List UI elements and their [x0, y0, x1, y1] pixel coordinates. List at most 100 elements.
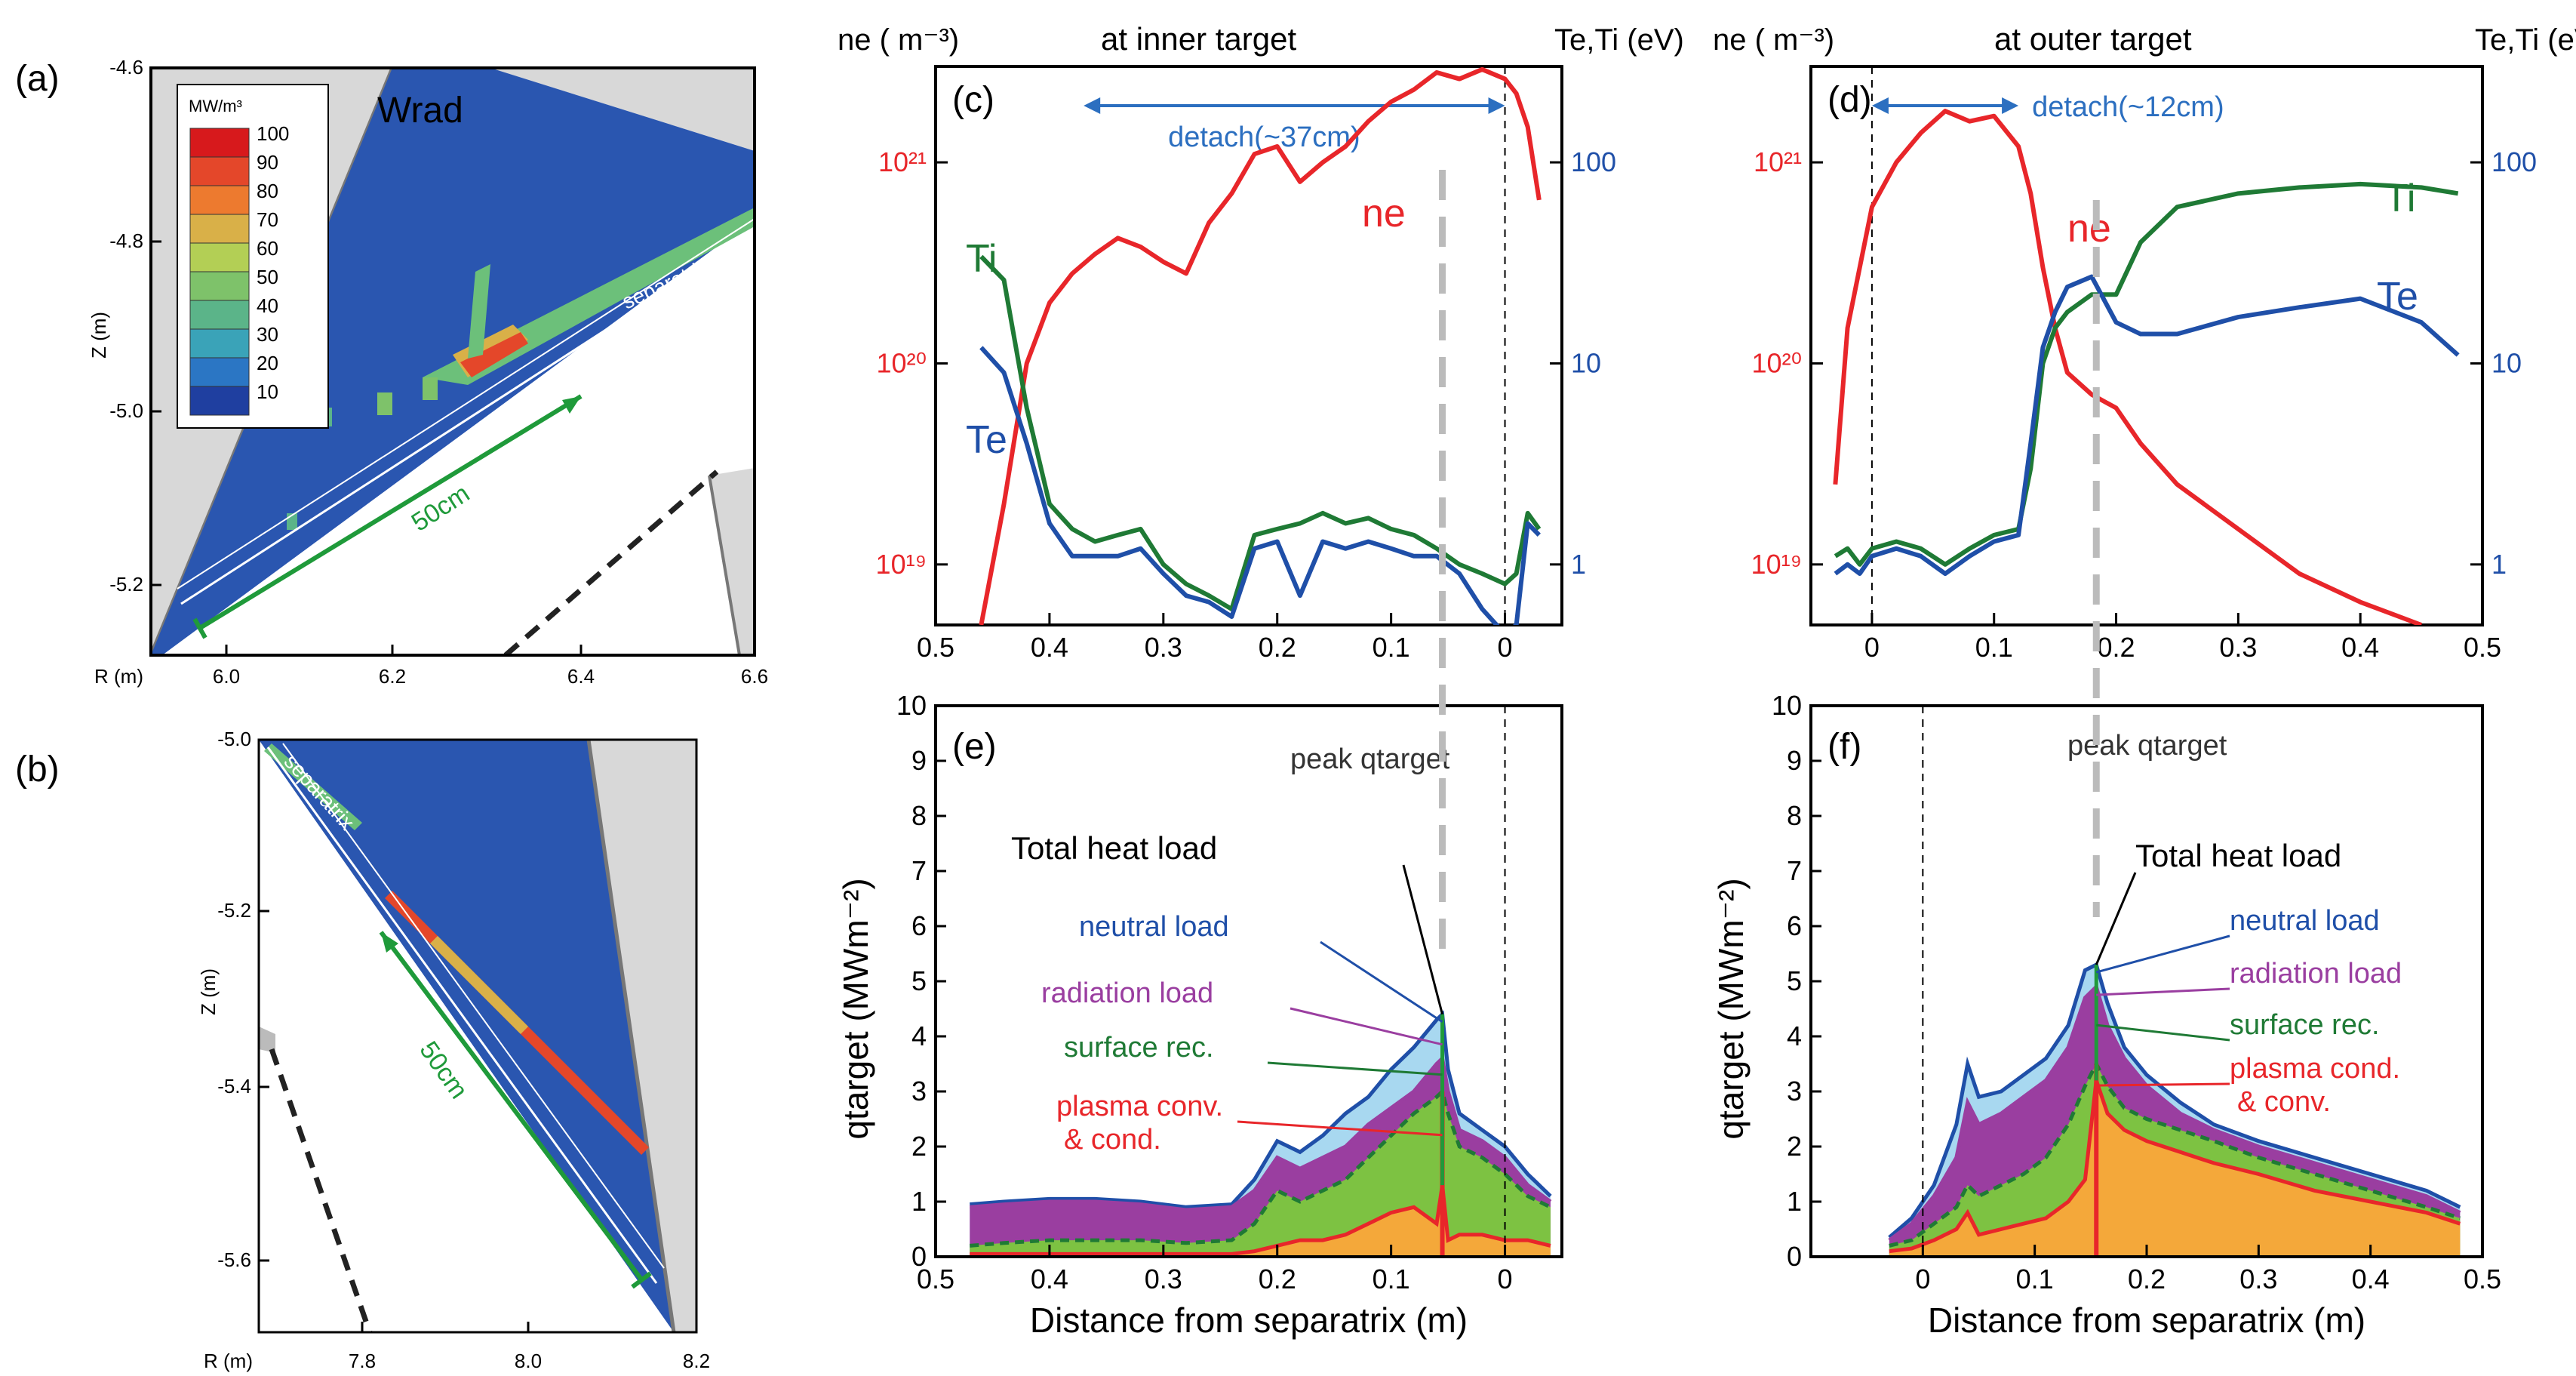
ylabel-b: Z (m): [197, 968, 220, 1015]
ytick: 2: [1787, 1131, 1802, 1162]
ytick-left: 10²¹: [1754, 146, 1802, 177]
xtick: 0: [1864, 632, 1880, 663]
xtick: 0.4: [2352, 1264, 2390, 1294]
xtick-a: 6.0: [213, 665, 240, 688]
colorbar-swatch: [189, 128, 250, 158]
plasma-label: plasma conv.: [1056, 1091, 1223, 1122]
colorbar-swatch: [189, 156, 250, 186]
detach-arrow-head: [2002, 97, 2019, 114]
xtick-b: 8.0: [515, 1350, 542, 1372]
xtick: 0.5: [2464, 1264, 2501, 1294]
ti-annotation: Ti: [966, 237, 997, 281]
panel-a-label: (a): [15, 59, 60, 99]
ytick: 8: [1787, 800, 1802, 831]
ytick-left: 10¹⁹: [876, 549, 927, 580]
xtick: 0.2: [2128, 1264, 2166, 1294]
ylabel-left: ne ( m⁻³): [1713, 23, 1834, 57]
ytick: 6: [1787, 910, 1802, 941]
colorbar-swatch: [189, 300, 250, 330]
xlabel-a: R (m): [94, 665, 143, 688]
colorbar-level: 70: [257, 208, 278, 231]
ytick-right: 1: [2491, 549, 2507, 580]
ytick: 6: [911, 910, 927, 941]
xtick: 0.3: [1145, 632, 1182, 663]
ytick: 10: [896, 690, 927, 721]
xtick: 0.5: [2464, 632, 2501, 663]
leader-line: [2096, 1082, 2230, 1087]
leader-line: [2096, 1024, 2230, 1042]
line-surface-rec-: [970, 1088, 1551, 1248]
wall-right-a: [709, 468, 755, 655]
xlabel: Distance from separatrix (m): [1030, 1301, 1468, 1340]
xtick: 0.2: [2098, 632, 2135, 663]
colorbar-swatch: [189, 357, 250, 387]
total-heat-label: Total heat load: [2135, 838, 2341, 873]
ytick: 3: [911, 1076, 927, 1107]
plasma-label-2: & cond.: [1064, 1124, 1161, 1156]
ti-annotation: Ti: [2384, 177, 2415, 220]
wrad-title: Wrad: [377, 91, 463, 131]
ytick: 9: [1787, 745, 1802, 776]
panel-b: (b) separatrix 50cm -5.0-5.2-5.4-5.67.8 8…: [15, 728, 710, 1372]
xtick: 0.1: [1373, 632, 1410, 663]
peak-label: peak qtarget: [1290, 743, 1450, 775]
xtick-b: 7.8: [349, 1350, 376, 1372]
chart-c: 10²¹ 10²⁰ 10¹⁹ 100 10 1 0.5 0.4 0.3 0.2 0.1 0 ne ( m…: [838, 21, 1684, 663]
ylabel-right: Te,Ti (eV): [1554, 23, 1684, 57]
ytick: 4: [911, 1020, 927, 1051]
ytick: 5: [911, 965, 927, 996]
ytick-b: -5.2: [217, 899, 251, 922]
xtick: 0.3: [2219, 632, 2257, 663]
panel-b-label: (b): [15, 750, 60, 790]
peak-label: peak qtarget: [2067, 730, 2227, 762]
ytick-right: 100: [1571, 146, 1616, 177]
colorbar-swatch: [189, 242, 250, 272]
ytick-a: -5.2: [109, 573, 143, 596]
xtick-a: 6.4: [567, 665, 595, 688]
ytick-left: 10²¹: [878, 146, 927, 177]
plasma-label-2: & conv.: [2237, 1086, 2331, 1118]
ytick-right: 10: [2491, 347, 2522, 378]
series-group: [979, 66, 1542, 625]
ytick: 9: [911, 745, 927, 776]
series-ne: [1833, 109, 2423, 625]
colorbar-level: 50: [257, 266, 278, 288]
ne-annotation: ne: [1362, 192, 1406, 235]
frame-a: [149, 66, 756, 657]
xtick: 0.3: [1145, 1264, 1182, 1294]
te-annotation: Te: [966, 418, 1007, 462]
ytick-b: -5.0: [217, 728, 251, 750]
panel-label: (e): [952, 727, 997, 767]
colorbar-level: 90: [257, 151, 278, 174]
ylabel-left: ne ( m⁻³): [838, 23, 959, 57]
panel-label: (d): [1827, 80, 1872, 120]
xtick: 0.4: [1031, 632, 1068, 663]
ylabel: qtarget (MWm⁻²): [836, 878, 875, 1139]
line-plasma-cond-conv-: [1889, 1079, 2461, 1254]
xtick-a: 6.6: [741, 665, 768, 688]
xtick: 0.4: [2341, 632, 2379, 663]
ytick: 0: [1787, 1241, 1802, 1272]
xtick: 0.1: [1373, 1264, 1410, 1294]
colorbar-swatch: [189, 271, 250, 301]
chart-title: at inner target: [1101, 21, 1296, 57]
detach-arrow-head: [1084, 97, 1101, 114]
line-neutral-load: [970, 1010, 1552, 1209]
wall-right-b: [589, 740, 696, 1332]
series-ne: [979, 66, 1542, 625]
ytick-a: -5.0: [109, 399, 143, 422]
ylabel: qtarget (MWm⁻²): [1711, 878, 1751, 1139]
plasma-label: plasma cond.: [2230, 1053, 2400, 1085]
colorbar-level: 60: [257, 237, 278, 260]
line-radiation-load: [970, 1054, 1552, 1212]
detach-arrow-head: [1871, 97, 1889, 114]
ytick: 3: [1787, 1076, 1802, 1107]
ytick: 2: [911, 1131, 927, 1162]
detach-label: detach(~37cm): [1168, 122, 1360, 153]
colorbar-level: 30: [257, 323, 278, 346]
colorbar-swatch: [189, 328, 250, 359]
chart-f: 0 1 2 3 4 5 6 7 8 9 10 0 0.1 0.2 0.3 0.4 0.5 Distance fro…: [1711, 690, 2501, 1340]
xtick: 0.4: [1031, 1264, 1068, 1294]
frame-b: [257, 738, 698, 1334]
colorbar-unit: MW/m³: [189, 97, 242, 115]
